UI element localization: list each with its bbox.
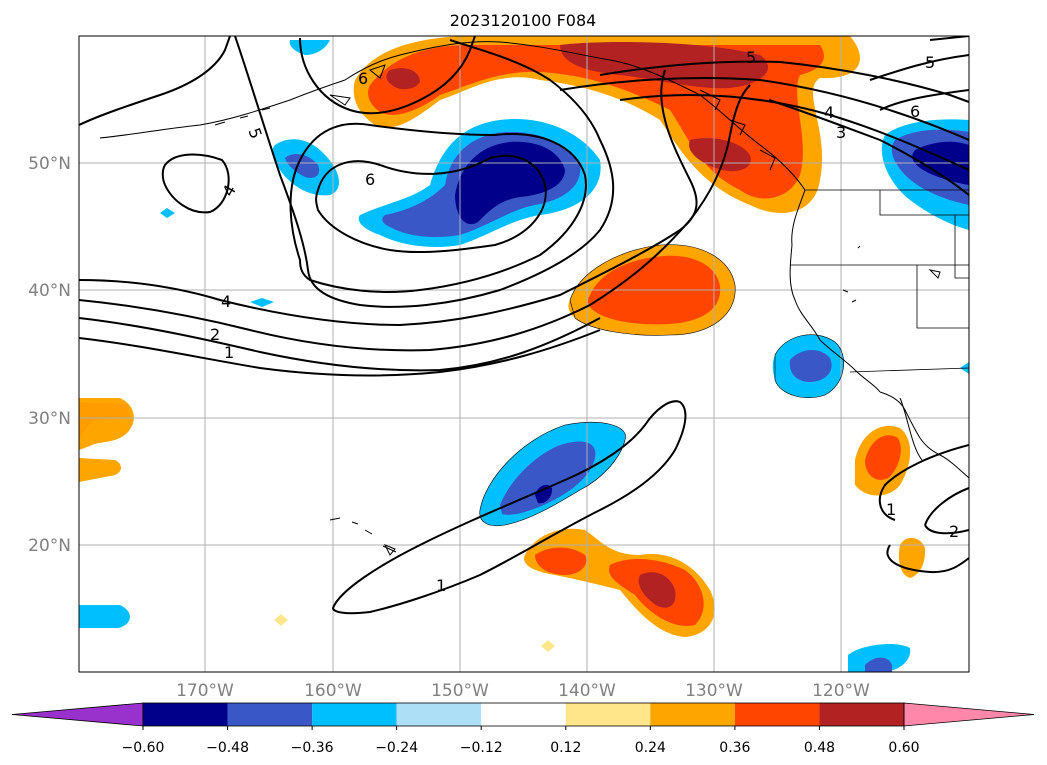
contour-label: 6 — [365, 170, 375, 189]
colorbar-tick-label: −0.12 — [460, 740, 503, 756]
colorbar-tick-label: 0.12 — [550, 740, 581, 756]
contour-label: 5 — [925, 53, 935, 72]
coastlines — [99, 41, 969, 556]
contour-label: 3 — [836, 123, 846, 142]
contour-label: 2 — [210, 325, 220, 344]
colorbar-segment — [734, 703, 820, 726]
colorbar-segment — [312, 703, 397, 726]
colorbar-segment — [819, 703, 904, 726]
gridlines — [79, 36, 969, 672]
colorbar-tick-label: 0.36 — [719, 740, 750, 756]
colorbar: −0.60 −0.48 −0.36 −0.24 −0.12 0.12 0.24 0.36 0.4… — [11, 702, 1035, 756]
lat-label: 30°N — [28, 409, 71, 429]
colorbar-tick-label: 0.24 — [635, 740, 666, 756]
contour-label: 4 — [221, 292, 231, 311]
colorbar-tick-label: 0.48 — [804, 740, 835, 756]
latitude-labels: 50°N 40°N 30°N 20°N — [28, 154, 71, 556]
colorbar-segment — [650, 703, 735, 726]
anomaly-outline — [479, 244, 844, 527]
contour-label: 1 — [224, 343, 234, 362]
colorbar-segment — [143, 703, 228, 726]
map-title: 2023120100 F084 — [450, 11, 597, 30]
colorbar-segment — [481, 703, 566, 726]
lat-label: 50°N — [28, 154, 71, 174]
longitude-labels: 170°W 160°W 150°W 140°W 130°W 120°W — [176, 681, 870, 701]
lon-label: 120°W — [812, 681, 870, 701]
lon-label: 140°W — [558, 681, 616, 701]
contour-label: 1 — [886, 500, 896, 519]
colorbar-tick-label: −0.24 — [375, 740, 418, 756]
colorbar-segment — [227, 703, 313, 726]
lon-label: 170°W — [176, 681, 234, 701]
contour-label: 2 — [949, 522, 959, 541]
colorbar-tick-label: −0.60 — [122, 740, 165, 756]
colorbar-extend-high — [903, 702, 1035, 727]
colorbar-tick-label: −0.48 — [206, 740, 249, 756]
contour-label: 4 — [824, 103, 834, 122]
contour-label: 6 — [358, 69, 368, 88]
lat-label: 20°N — [28, 536, 71, 556]
map-panel: 6 5 4 6 4 2 1 5 4 3 6 5 1 1 2 — [79, 36, 969, 672]
contour-label: 1 — [436, 576, 446, 595]
contour-label: 5 — [746, 48, 756, 67]
lon-label: 150°W — [431, 681, 489, 701]
colorbar-tick-label: 0.60 — [888, 740, 919, 756]
colorbar-extend-low — [11, 702, 144, 727]
anomaly-shading — [79, 36, 969, 672]
map-frame — [78, 35, 970, 673]
lon-label: 130°W — [685, 681, 743, 701]
geopotential-contours — [79, 36, 969, 615]
colorbar-outline — [142, 702, 905, 727]
contour-label: 6 — [910, 102, 920, 121]
colorbar-segment — [565, 703, 651, 726]
lon-label: 160°W — [304, 681, 362, 701]
lat-label: 40°N — [28, 281, 71, 301]
colorbar-segment — [396, 703, 482, 726]
colorbar-tick-label: −0.36 — [291, 740, 334, 756]
